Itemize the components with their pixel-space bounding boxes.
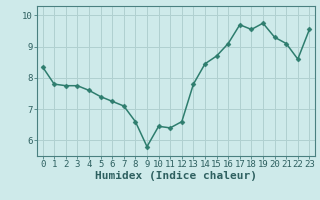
X-axis label: Humidex (Indice chaleur): Humidex (Indice chaleur) <box>95 171 257 181</box>
